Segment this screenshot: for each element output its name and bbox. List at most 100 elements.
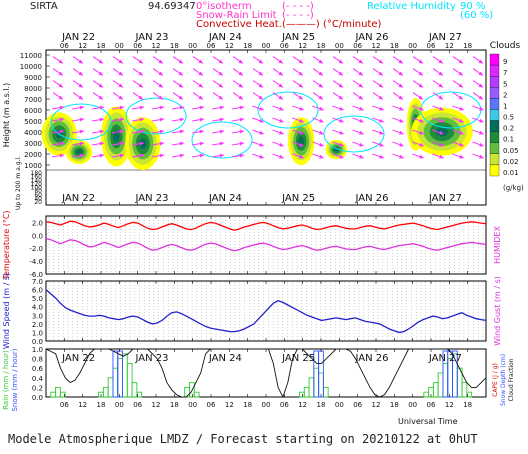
wind-arrow-head <box>238 59 243 64</box>
wind-arrow <box>312 68 324 76</box>
legend-left-symbol: (- - - -) <box>282 10 314 21</box>
y-tick-label: 0.0 <box>32 232 43 240</box>
wind-arrow <box>72 153 84 158</box>
hour-tick-label: 12 <box>372 401 381 409</box>
wind-arrow-head <box>399 118 404 123</box>
y-tick-label-low: 160 <box>31 174 43 181</box>
wind-arrow <box>92 105 104 110</box>
hour-tick-label: 06 <box>427 42 436 50</box>
wind-arrow-head <box>479 118 484 123</box>
rain-bar <box>432 382 439 398</box>
y-tick-label: 6.0 <box>32 287 43 295</box>
wind-arrow <box>352 129 364 135</box>
legend-right-value: (60 %) <box>460 10 493 21</box>
hour-tick-label: 06 <box>353 42 362 50</box>
wind-arrow-head <box>398 59 403 64</box>
wind-arrow-head <box>278 59 283 64</box>
colorbar-swatch <box>489 87 500 99</box>
wind-arrow <box>172 117 184 122</box>
wind-arrow-head <box>158 95 163 100</box>
rain-bar <box>461 382 468 398</box>
day-label-inner: JAN 23 <box>135 353 169 364</box>
wind-arrow <box>272 141 284 147</box>
axis-label: Rain (mm / hour) <box>2 350 10 410</box>
y-tick-label: 0.0 <box>32 394 43 402</box>
wind-arrow <box>392 80 404 88</box>
wind-arrow-head <box>159 153 164 158</box>
wind-arrow <box>72 56 84 64</box>
wind-arrow-head <box>258 95 263 100</box>
wind-arrow-head <box>198 59 203 64</box>
rain-bar <box>59 391 66 398</box>
wind-arrow <box>432 80 444 88</box>
wind-arrow <box>452 141 464 147</box>
wind-arrow <box>272 80 284 88</box>
rain-bar <box>50 391 57 398</box>
hour-tick-label: 12 <box>152 42 161 50</box>
temperature-panel: 2.0 0.0 -2.0 -4.0 -6.0 Temperature (°C) HUMIDE… <box>2 210 502 280</box>
rain-bar <box>136 391 143 398</box>
wind-arrow-head <box>119 117 124 122</box>
wind-arrow <box>252 117 264 123</box>
wind-arrow-head <box>399 130 404 135</box>
colorbar-swatch <box>489 164 500 177</box>
legend-left-label: Snow-Rain Limit <box>196 10 277 21</box>
wind-arrow <box>112 92 124 100</box>
wind-arrow-head <box>139 153 144 158</box>
wind-arrow <box>172 68 184 76</box>
wind-arrow <box>212 117 224 122</box>
cloud-cell <box>76 149 82 155</box>
wind-arrow <box>132 129 144 134</box>
colorbar-swatch <box>489 131 500 143</box>
rain-bar <box>112 367 119 398</box>
wind-arrow <box>252 56 264 64</box>
wind-arrow <box>72 92 84 100</box>
hour-tick-label: 00 <box>335 401 344 409</box>
hour-tick-label: 00 <box>188 401 197 409</box>
wind-arrow <box>292 105 304 111</box>
wind-arrow <box>252 68 264 76</box>
rain-bar <box>131 382 138 398</box>
wind-arrow-head <box>299 130 304 135</box>
wind-arrow <box>292 56 304 64</box>
day-label-inner: JAN 24 <box>208 353 242 364</box>
wind-arrow-head <box>418 71 423 76</box>
rain-bar <box>437 372 444 398</box>
wind-arrow <box>412 153 424 159</box>
wind-arrow <box>192 92 204 100</box>
rain-panel: 1.0 0.80.6 0.40.2 0.0 JAN 22 JAN 23 JAN 24 JAN … <box>2 346 515 426</box>
wind-arrow <box>92 92 104 100</box>
wind-arrow <box>352 153 364 159</box>
colorbar-label: 0.1 <box>503 136 514 144</box>
wind-arrow <box>372 68 384 76</box>
wind-arrow <box>392 117 404 123</box>
rain-bar <box>318 372 324 398</box>
hour-tick-label: 18 <box>97 401 106 409</box>
wind-arrow <box>392 68 404 76</box>
snow-bar <box>112 350 119 398</box>
wind-arrow-head <box>379 154 384 159</box>
hour-tick-label: 06 <box>280 42 289 50</box>
hour-tick-label: 06 <box>353 401 362 409</box>
wind-arrow-head <box>138 95 143 100</box>
wind-arrow-head <box>119 153 124 158</box>
wind-arrow <box>432 129 444 135</box>
series-line <box>45 220 487 231</box>
wind-arrow <box>312 129 324 135</box>
y-tick-label: 7000 <box>24 96 42 104</box>
wind-arrow-head <box>399 154 404 159</box>
wind-arrow-head <box>319 118 324 123</box>
wind-arrow-head <box>418 59 423 64</box>
humidity-contour <box>191 121 253 159</box>
wind-arrow-head <box>339 154 344 159</box>
wind-arrow <box>172 92 184 100</box>
wind-arrow <box>132 56 144 64</box>
wind-arrow <box>412 117 424 123</box>
wind-arrow <box>232 105 244 110</box>
wind-arrow-head <box>459 106 464 111</box>
wind-arrow-head <box>258 71 263 76</box>
wind-arrow-head <box>98 59 103 64</box>
wind-arrow <box>312 80 324 88</box>
hour-tick-label: 18 <box>390 401 399 409</box>
wind-arrow-head <box>139 129 144 134</box>
